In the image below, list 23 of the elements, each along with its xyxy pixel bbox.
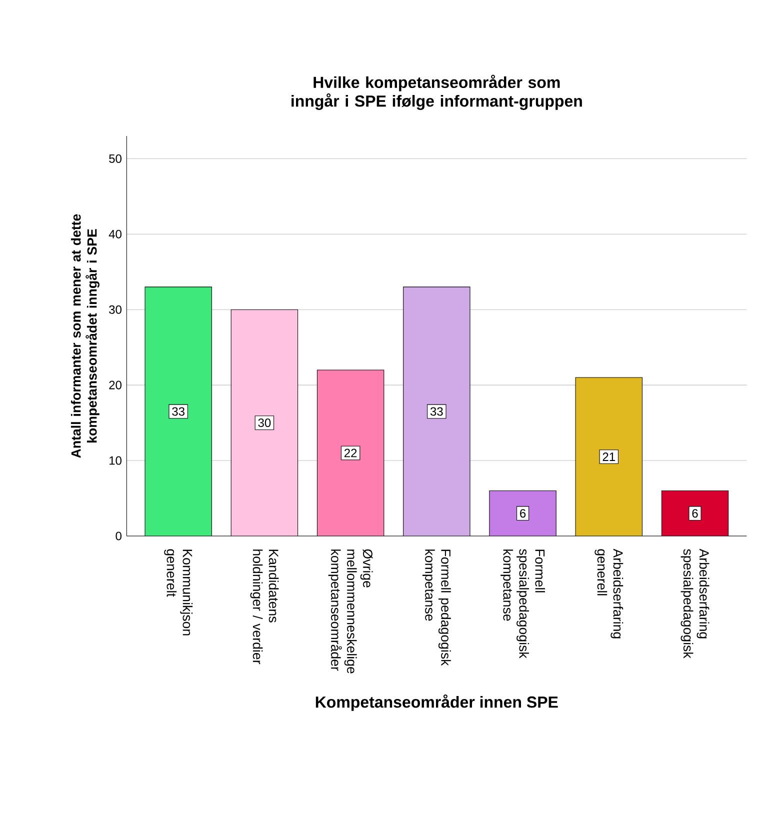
- x-tick-label: Formell pedagogisk kompetanse: [422, 550, 451, 666]
- x-tick-label: Kandidatens holdninger / verdier: [250, 550, 279, 664]
- data-label: 30: [258, 418, 271, 428]
- data-label: 6: [692, 509, 698, 518]
- chart-title: Hvilke kompetanseområder som inngår i SPE ifølge informant-gruppen: [292, 74, 582, 110]
- x-tick-label: Arbeidserfaring generell: [594, 548, 624, 638]
- data-label: 33: [172, 407, 184, 416]
- x-tick-label: Øvrige mellommenneskelige kompetanseområder: [328, 549, 373, 674]
- x-tick-label: Formell spesialpedagogisk kompetanse: [500, 549, 545, 658]
- data-label: 22: [344, 448, 357, 458]
- y-tick-label: 30: [109, 305, 122, 314]
- data-label: 21: [602, 452, 615, 461]
- y-tick-label: 20: [109, 380, 122, 390]
- x-tick-label: Kommunikjson generelt: [164, 549, 193, 636]
- y-tick-label: 40: [108, 230, 122, 238]
- y-tick-label: 10: [110, 456, 122, 465]
- y-tick-label: 50: [109, 154, 122, 163]
- data-label: 33: [430, 407, 443, 416]
- x-tick-label: Arbeidserfaring spesialpedagogisk: [680, 548, 710, 658]
- y-tick-label: 0: [116, 532, 122, 540]
- x-axis-title: Kompetanseområder innen SPE: [316, 694, 558, 711]
- y-axis-title: Antall informanter som mener at dette kompetanseområdet inngår i SPE: [70, 214, 100, 458]
- data-label: 6: [520, 509, 526, 518]
